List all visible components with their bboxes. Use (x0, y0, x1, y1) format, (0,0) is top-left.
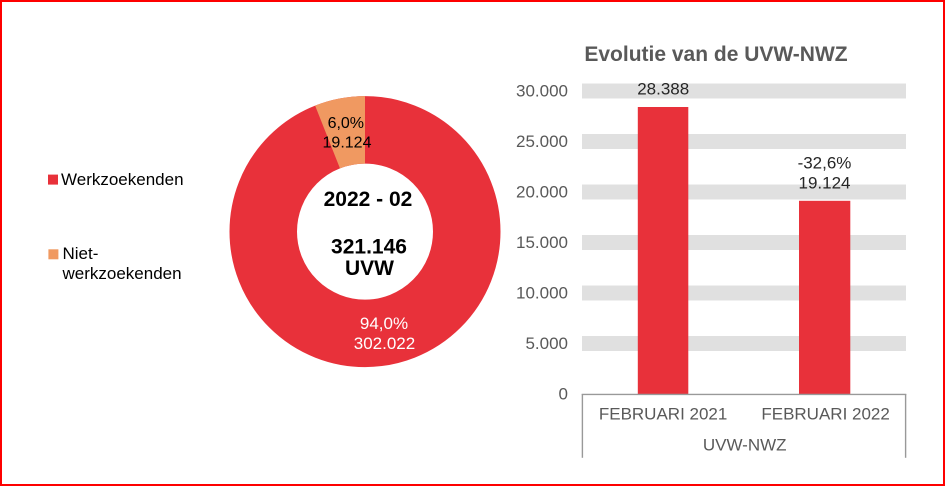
svg-text:20.000: 20.000 (516, 183, 568, 202)
svg-text:Evolutie van de UVW-NWZ: Evolutie van de UVW-NWZ (584, 43, 847, 66)
svg-text:321.146: 321.146 (331, 236, 407, 259)
svg-text:FEBRUARI 2022: FEBRUARI 2022 (761, 405, 890, 424)
svg-text:Werkzoekenden: Werkzoekenden (61, 170, 184, 189)
svg-text:19.124: 19.124 (323, 135, 372, 152)
svg-text:0: 0 (559, 385, 568, 404)
svg-text:Niet-: Niet- (63, 244, 99, 263)
svg-text:19.124: 19.124 (799, 174, 851, 193)
svg-text:FEBRUARI 2021: FEBRUARI 2021 (599, 405, 728, 424)
svg-text:94,0%: 94,0% (360, 314, 408, 333)
svg-text:302.022: 302.022 (354, 334, 415, 353)
svg-text:5.000: 5.000 (525, 334, 568, 353)
svg-text:UVW: UVW (345, 257, 394, 280)
svg-text:UVW-NWZ: UVW-NWZ (703, 436, 787, 455)
svg-text:28.388: 28.388 (637, 79, 689, 98)
svg-text:15.000: 15.000 (516, 233, 568, 252)
svg-text:2022 - 02: 2022 - 02 (324, 188, 413, 211)
svg-text:25.000: 25.000 (516, 132, 568, 151)
svg-text:6,0%: 6,0% (328, 115, 364, 132)
svg-text:30.000: 30.000 (516, 82, 568, 101)
svg-text:-32,6%: -32,6% (798, 154, 852, 173)
svg-text:10.000: 10.000 (516, 284, 568, 303)
svg-text:werkzoekenden: werkzoekenden (62, 264, 182, 283)
